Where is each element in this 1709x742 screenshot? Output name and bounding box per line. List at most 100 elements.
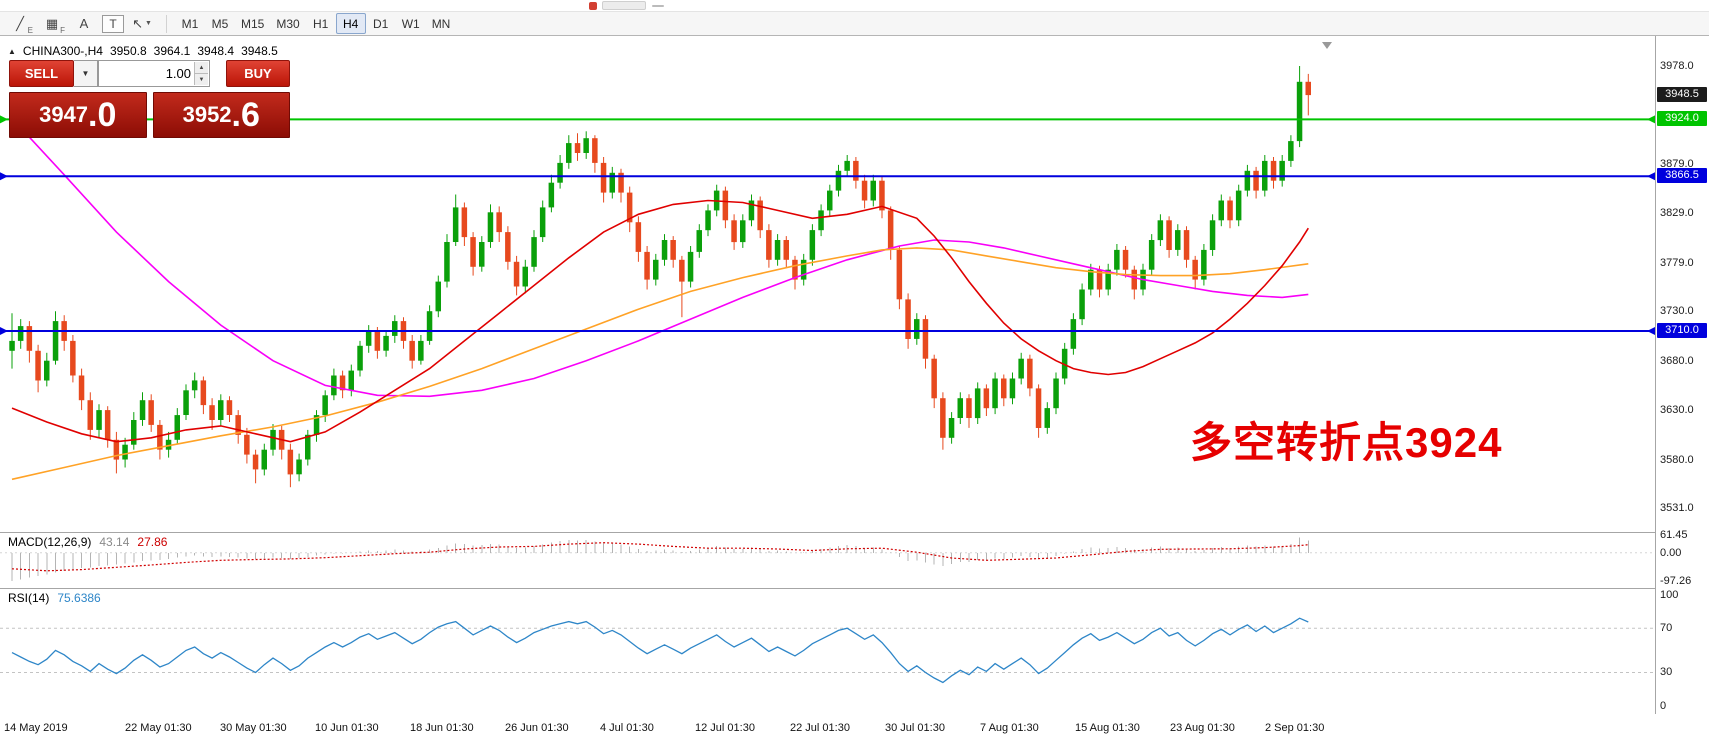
macd-name: MACD(12,26,9) [8,535,92,549]
time-axis[interactable]: 14 May 2019 22 May 01:30 30 May 01:30 10 Ju… [0,714,1709,742]
candle [426,311,433,341]
rsi-value: 75.6386 [57,591,101,605]
candle [1079,289,1085,320]
line-studies-icon[interactable]: ╱ E [16,15,33,36]
buy-price-tile[interactable]: 3952 .6 [152,92,290,138]
candle [879,180,885,211]
candle [191,380,198,391]
autoscroll-marker-icon[interactable] [1322,42,1332,49]
time-axis-label: 15 Aug 01:30 [1075,722,1140,734]
sell-button[interactable]: SELL [9,60,74,87]
ma-fast-red-line [11,199,1309,443]
candle [365,331,372,346]
rsi-panel-canvas[interactable] [0,588,1655,714]
candle [392,321,398,336]
arrow-up-icon: ▲ [198,64,205,71]
cursor-tool-icon[interactable]: ↖ ▼ [132,15,152,31]
candle [740,220,746,243]
grid-icon[interactable]: ▦ F [45,15,65,36]
candle [1131,269,1137,290]
text-box-icon[interactable]: T [102,14,124,33]
candle [818,210,824,231]
candle [287,449,294,475]
candle [992,378,998,409]
macd-panel-separator[interactable] [0,532,1709,533]
candle [183,390,189,415]
macd-histogram [11,537,1309,581]
candle [905,299,911,339]
chart-area[interactable]: 3978.0 3879.0 3829.0 3779.0 3730.0 3680.0 3630… [0,36,1709,742]
sell-price-big-digit: .0 [88,96,117,134]
candle [157,424,163,450]
candle [600,162,607,193]
text-label-icon[interactable]: A [79,16,89,31]
candle [209,405,215,420]
candle [827,190,833,211]
time-axis-label: 18 Jun 01:30 [410,722,474,734]
candle [592,138,598,163]
macd-panel-canvas[interactable] [0,532,1655,588]
chart-header: ▲ CHINA300-,H4 3950.8 3964.1 3948.4 3948… [8,44,278,58]
level-right-arrow-icon [1647,327,1655,335]
icon-badge: E [27,26,33,35]
candle [670,240,676,260]
candle [722,190,729,221]
candle [70,340,76,376]
collapse-icon[interactable]: ▲ [8,46,16,56]
main-chart-canvas[interactable] [0,36,1655,532]
volume-decrease-button[interactable]: ▼ [194,74,208,85]
level-left-arrow-icon [0,115,8,124]
rsi-axis-label: 70 [1660,622,1673,634]
candle [461,207,468,238]
sell-price-tile[interactable]: 3947 .0 [9,92,147,138]
timeframe-button-mn[interactable]: MN [431,16,451,31]
candle [313,415,320,435]
volume-increase-button[interactable]: ▲ [194,62,208,74]
volume-dropdown-button[interactable]: ▼ [74,60,98,87]
timeframe-button-m5[interactable]: M5 [211,16,229,31]
candle [861,180,868,201]
candle [1096,269,1103,290]
candle [87,400,93,430]
candle [1088,269,1094,290]
timeframe-group: M1 M5 M15 M30 H1 H4 D1 W1 MN [175,13,456,34]
candle [1157,220,1164,241]
candle [470,237,476,267]
timeframe-button-m15[interactable]: M15 [241,16,265,31]
candle [1122,249,1129,270]
timeframe-button-m30[interactable]: M30 [276,16,300,31]
candle [914,319,920,339]
candle [574,143,581,153]
timeframe-button-d1[interactable]: D1 [373,16,389,31]
candle [644,251,650,280]
drawing-tools-group: ╱ E ▦ F A T ↖ ▼ [4,13,158,36]
rsi-panel-separator[interactable] [0,588,1709,589]
candle [1201,249,1207,280]
candle [1027,358,1033,389]
candle [966,398,972,418]
candle [522,266,528,287]
buy-button[interactable]: BUY [226,60,290,87]
candle [583,138,589,153]
candle [1009,378,1016,399]
price-axis[interactable]: 3978.0 3879.0 3829.0 3779.0 3730.0 3680.0 3630… [1656,36,1709,714]
chart-annotation[interactable]: 多空转折点3924 [1190,419,1503,466]
time-axis-label: 12 Jul 01:30 [695,722,755,734]
timeframe-button-m1[interactable]: M1 [181,16,199,31]
candle [792,259,798,280]
candle [1044,408,1050,428]
macd-signal-value: 27.86 [137,535,168,549]
candle [348,370,354,391]
timeframe-button-h1[interactable]: H1 [313,16,329,31]
ma-medium-orange-line [11,247,1309,481]
candle [104,410,111,440]
candle [626,192,633,223]
volume-input[interactable] [99,61,209,86]
timeframe-button-w1[interactable]: W1 [401,16,420,31]
candle [513,261,520,287]
candle [896,249,903,300]
candle [409,340,415,361]
timeframe-button-h4[interactable]: H4 [335,13,366,34]
price-axis-label: 3879.0 [1660,158,1694,170]
